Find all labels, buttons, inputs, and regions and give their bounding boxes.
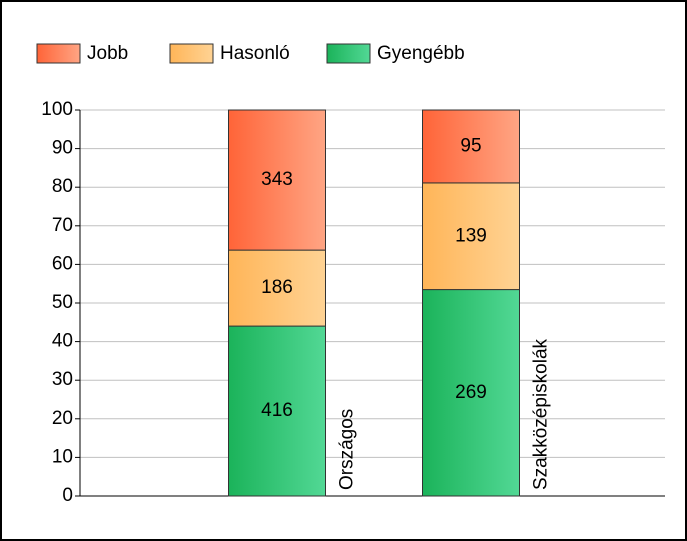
data-label: 416 (261, 400, 293, 421)
y-tick-label: 0 (62, 485, 73, 506)
y-tick-label: 60 (52, 253, 73, 274)
data-label: 139 (455, 225, 487, 246)
y-tick-label: 80 (52, 176, 73, 197)
bar-segment (228, 109, 326, 251)
data-label: 95 (460, 135, 481, 156)
data-label: 269 (455, 382, 487, 403)
y-tick-label: 100 (41, 99, 73, 120)
bar-segment (422, 109, 520, 184)
legend-label: Jobb (87, 43, 128, 64)
legend-label: Hasonló (220, 43, 290, 64)
bar-segment (228, 325, 326, 497)
y-tick-label: 10 (52, 446, 73, 467)
legend-swatch (169, 43, 214, 64)
legend-swatch (36, 43, 81, 64)
data-label: 343 (261, 169, 293, 190)
legend-label: Gyengébb (377, 43, 465, 64)
category-label: Országos (337, 409, 358, 490)
data-label: 186 (261, 277, 293, 298)
y-tick-label: 30 (52, 369, 73, 390)
y-tick-label: 50 (52, 292, 73, 313)
y-tick-label: 40 (52, 331, 73, 352)
y-tick-label: 20 (52, 408, 73, 429)
category-label: Szakközépiskolák (531, 338, 552, 490)
legend-swatch (326, 43, 371, 64)
bar-segment (422, 289, 520, 497)
bar-segment (422, 182, 520, 291)
y-tick-label: 70 (52, 215, 73, 236)
y-tick-label: 90 (52, 138, 73, 159)
